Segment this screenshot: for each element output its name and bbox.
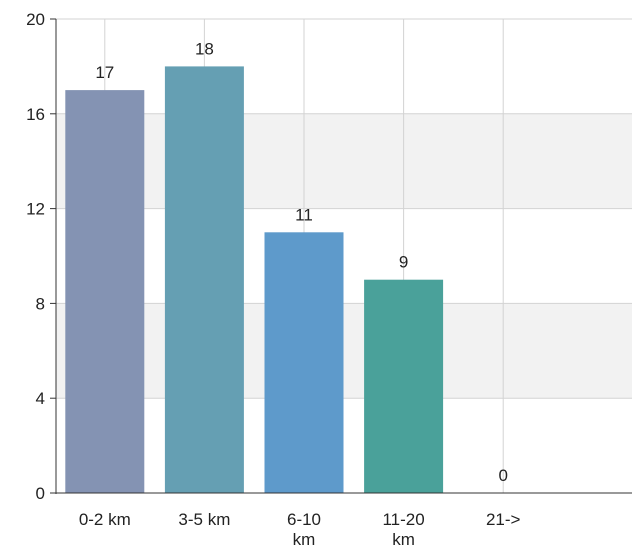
data-label: 0 xyxy=(498,466,507,485)
x-tick-label: 11-20 km xyxy=(382,510,424,549)
x-tick-label-line: 3-5 km xyxy=(178,510,230,529)
y-tick-label: 0 xyxy=(36,484,45,503)
x-tick-label-line: 0-2 km xyxy=(79,510,131,529)
y-tick-label: 8 xyxy=(36,294,45,313)
x-tick-label: 6-10 km xyxy=(287,510,321,549)
y-tick-label: 20 xyxy=(26,10,45,29)
x-tick-label-line: km xyxy=(293,530,316,549)
background-bands xyxy=(56,113,632,399)
bar xyxy=(164,66,244,494)
x-tick-label-line: 11-20 xyxy=(382,510,424,529)
data-label: 9 xyxy=(399,253,408,272)
x-tick-label-line: 6-10 xyxy=(287,510,321,529)
data-label: 17 xyxy=(95,63,114,82)
x-tick-label-line: km xyxy=(392,530,415,549)
data-label: 18 xyxy=(195,39,214,58)
x-tick-label: 21-> xyxy=(486,510,521,529)
bar xyxy=(65,90,145,493)
x-tick-label: 3-5 km xyxy=(178,510,230,529)
axes xyxy=(50,19,632,494)
y-tick-label: 16 xyxy=(26,105,45,124)
y-tick-label: 4 xyxy=(36,389,45,408)
y-tick-label: 12 xyxy=(26,200,45,219)
background-band xyxy=(56,113,632,209)
bars xyxy=(65,66,444,494)
y-axis-ticks: 0 4 8 12 16 20 xyxy=(26,10,56,503)
background-band xyxy=(56,303,632,399)
data-labels: 17 18 11 9 0 xyxy=(95,39,508,485)
data-label: 11 xyxy=(295,205,313,224)
x-tick-label-line: 21-> xyxy=(486,510,521,529)
x-tick-label: 0-2 km xyxy=(79,510,131,529)
bar xyxy=(264,232,344,494)
bar xyxy=(364,279,444,493)
